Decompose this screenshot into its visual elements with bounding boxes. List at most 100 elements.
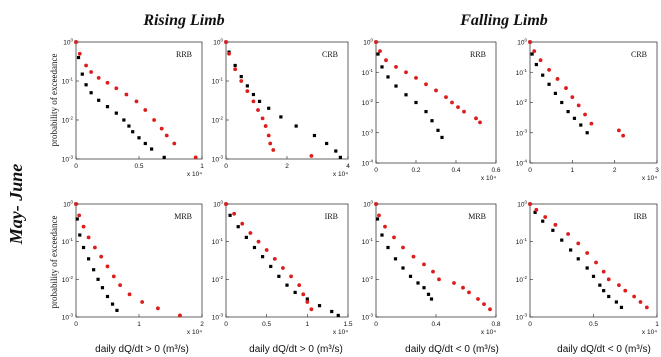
y-tick-exponent: -3 (69, 155, 73, 160)
data-point (75, 217, 79, 221)
x-tick-label: 0.2 (411, 167, 420, 174)
data-point (269, 264, 273, 269)
x-tick-label: 2 (285, 163, 289, 170)
data-point (100, 286, 105, 290)
data-point (256, 108, 260, 112)
data-point (422, 262, 426, 267)
series-black (74, 202, 119, 312)
x-multiplier: x 10⁴ (333, 171, 348, 178)
y-tick-exponent: 0 (370, 38, 373, 43)
x-tick-label: 0.4 (451, 167, 460, 174)
data-point (401, 245, 405, 250)
data-point (256, 239, 261, 244)
y-tick-label: 10-2 (212, 275, 224, 284)
panel-label: RRB (176, 50, 192, 59)
data-point (251, 92, 256, 97)
data-point (375, 217, 380, 221)
xlabel-falling-mrb: daily dQ/dt < 0 (m³/s) (405, 344, 499, 355)
data-point (617, 128, 621, 133)
y-tick-label: 10-3 (516, 313, 528, 322)
data-point (317, 304, 322, 308)
data-point (551, 228, 555, 232)
data-point (309, 307, 314, 312)
data-point (377, 213, 381, 218)
y-tick-exponent: -3 (219, 155, 223, 160)
data-point (127, 124, 131, 128)
data-point (134, 99, 139, 104)
data-point (233, 63, 237, 68)
data-point (474, 116, 478, 121)
data-point (277, 274, 281, 278)
data-point (374, 202, 378, 206)
data-point (572, 116, 577, 120)
data-point (533, 210, 537, 214)
series-black (528, 40, 589, 135)
data-point (394, 84, 398, 88)
data-point (426, 292, 431, 296)
data-point (143, 141, 147, 146)
data-point (124, 92, 129, 97)
x-tick-label: 0.8 (491, 321, 500, 328)
y-tick-label: 10-3 (62, 313, 74, 322)
y-tick-label: 100 (63, 200, 73, 209)
y-tick-exponent: -2 (219, 275, 223, 280)
data-point (488, 307, 492, 312)
y-tick-exponent: -1 (69, 237, 73, 242)
data-point (380, 233, 384, 237)
y-tick-exponent: -1 (219, 77, 223, 82)
data-point (424, 82, 428, 87)
data-point (309, 154, 314, 158)
y-tick-exponent: -1 (523, 68, 527, 73)
data-point (422, 286, 426, 290)
data-point (414, 100, 418, 105)
data-point (416, 281, 420, 285)
data-point (478, 120, 482, 125)
data-point (260, 116, 265, 121)
data-point (172, 141, 177, 146)
data-point (325, 141, 329, 146)
y-tick-exponent: -1 (369, 68, 373, 73)
data-point (560, 100, 564, 105)
y-tick-label: 10-1 (62, 77, 74, 86)
series-black (374, 202, 434, 301)
data-point (434, 88, 438, 93)
data-point (74, 40, 78, 44)
series-red (528, 202, 649, 310)
data-point (482, 302, 486, 307)
data-point (456, 105, 460, 110)
data-point (589, 121, 594, 126)
data-point (111, 274, 116, 279)
data-point (293, 290, 297, 294)
y-tick-exponent: -3 (369, 128, 373, 133)
side-label: May- June (6, 164, 26, 246)
data-point (404, 70, 408, 75)
y-tick-label: 10-2 (362, 98, 374, 107)
data-point (99, 254, 104, 259)
x-tick-label: 1.5 (343, 321, 352, 328)
x-multiplier: x 10⁴ (642, 175, 657, 182)
y-tick-exponent: -3 (523, 313, 527, 318)
data-point (376, 52, 380, 56)
data-point (257, 99, 262, 103)
y-tick-label: 10-1 (516, 237, 528, 246)
data-point (607, 294, 611, 299)
data-point (392, 235, 396, 240)
data-point (281, 266, 285, 270)
series-black (528, 202, 624, 309)
panel-frame (225, 41, 349, 160)
y-tick-exponent: 0 (70, 38, 73, 43)
data-point (240, 221, 245, 226)
data-point (239, 79, 244, 83)
y-tick-exponent: -4 (523, 159, 527, 164)
data-point (239, 74, 243, 79)
data-point (638, 300, 643, 304)
data-point (576, 103, 581, 108)
data-point (97, 98, 101, 102)
data-point (555, 77, 560, 81)
data-point (566, 110, 570, 114)
data-point (383, 224, 387, 229)
data-point (430, 119, 434, 123)
data-point (429, 297, 434, 301)
